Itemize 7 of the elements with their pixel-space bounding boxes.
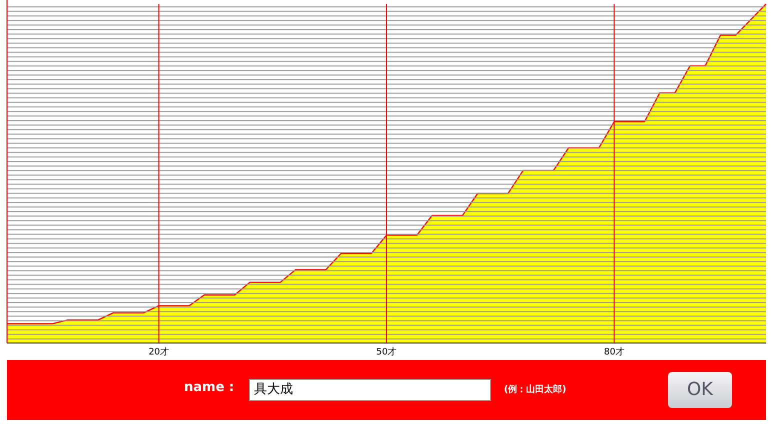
text: 具大成 bbox=[249, 379, 491, 401]
x-tick-label: 20才 bbox=[148, 346, 170, 358]
x-tick-label: 80才 bbox=[604, 346, 624, 358]
text: (例：山田太郎) bbox=[504, 383, 566, 396]
text: name : bbox=[184, 380, 234, 395]
text: OK bbox=[668, 372, 732, 408]
x-tick-label: 50才 bbox=[376, 346, 397, 358]
